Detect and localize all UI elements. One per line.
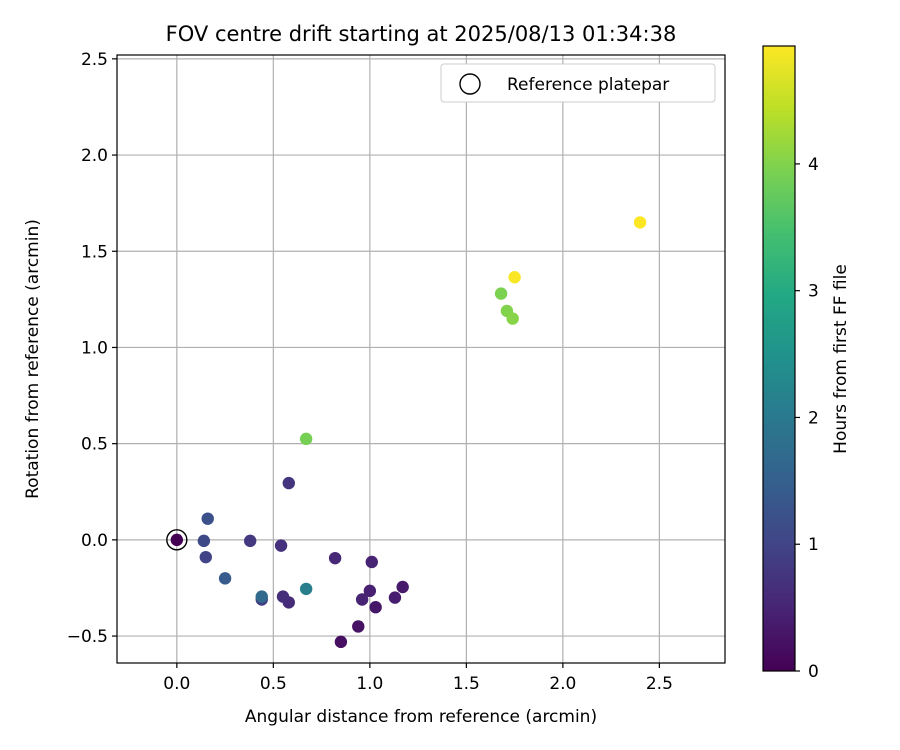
x-tick-label: 2.5 (646, 674, 673, 694)
data-point (328, 551, 342, 565)
reference-platepar-marker (166, 529, 188, 551)
data-point (299, 432, 313, 446)
x-tick-label: 0.0 (163, 674, 190, 694)
legend-box (440, 63, 716, 103)
data-point (170, 533, 184, 547)
data-point (274, 539, 288, 552)
colorbar-gradient (762, 45, 796, 672)
data-point (633, 216, 647, 229)
data-point (276, 590, 290, 603)
x-tick-label: 0.5 (260, 674, 287, 694)
y-tick-label: 2.0 (81, 146, 108, 166)
y-tick-label: 0.0 (81, 531, 108, 551)
data-point (494, 287, 508, 300)
data-point (508, 271, 521, 284)
y-tick-label: 1.5 (81, 242, 108, 262)
data-point (396, 580, 409, 594)
x-tick-label: 2.0 (549, 674, 576, 694)
y-axis-ticks: −0.5 0.0 0.5 1.0 1.5 2.0 2.5 (67, 50, 117, 647)
y-tick-label: −0.5 (67, 627, 108, 647)
data-point (201, 512, 214, 525)
data-point (355, 593, 369, 606)
y-tick-label: 0.5 (81, 435, 108, 455)
data-point (199, 550, 212, 564)
colorbar-tick-label: 3 (808, 282, 819, 302)
x-axis-label: Angular distance from reference (arcmin) (245, 707, 597, 727)
chart-title: FOV centre drift starting at 2025/08/13 … (166, 22, 677, 46)
data-point (388, 591, 402, 604)
data-point (365, 555, 378, 569)
data-point (363, 584, 377, 598)
plot-frame (116, 54, 726, 664)
data-points (166, 216, 647, 649)
y-axis-label: Rotation from reference (arcmin) (23, 219, 43, 499)
data-point (255, 590, 268, 603)
grid-lines (117, 55, 725, 663)
y-tick-label: 1.0 (81, 338, 108, 358)
data-point (218, 572, 232, 585)
legend-marker-reference (459, 73, 481, 95)
colorbar-tick-label: 4 (808, 155, 819, 175)
data-point (243, 534, 257, 548)
x-axis-ticks: 0.0 0.5 1.0 1.5 2.0 2.5 (163, 663, 673, 694)
legend-label-reference: Reference platepar (507, 75, 669, 95)
x-tick-label: 1.0 (356, 674, 383, 694)
x-tick-label: 1.5 (453, 674, 480, 694)
colorbar: 0 1 2 3 4 Hours from first FF file (762, 45, 851, 682)
data-point (299, 582, 313, 596)
colorbar-ticks: 0 1 2 3 4 (795, 155, 819, 682)
data-point (334, 635, 348, 649)
colorbar-tick-label: 1 (808, 535, 819, 555)
y-tick-label: 2.5 (81, 50, 108, 70)
colorbar-tick-label: 2 (808, 408, 819, 428)
colorbar-tick-label: 0 (808, 662, 819, 682)
data-point (369, 601, 382, 614)
data-point (352, 620, 365, 633)
data-point (282, 476, 295, 490)
data-point (506, 312, 519, 325)
data-point (197, 534, 211, 548)
colorbar-label: Hours from first FF file (831, 264, 851, 454)
legend: Reference platepar (440, 63, 716, 103)
